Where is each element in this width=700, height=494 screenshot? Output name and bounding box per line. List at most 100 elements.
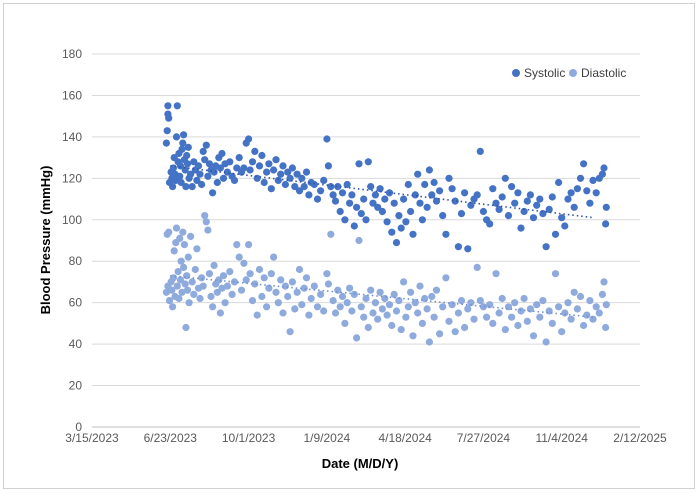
data-point-systolic [348,191,356,199]
data-point-diastolic [523,317,531,325]
data-point-diastolic [169,303,177,311]
y-tick-label: 160 [62,88,82,102]
data-point-diastolic [204,226,212,234]
data-point-systolic [162,139,170,147]
data-point-systolic [457,210,466,218]
data-point-diastolic [183,286,192,294]
data-point-diastolic [467,299,475,307]
data-point-systolic [336,207,344,216]
data-point-diastolic [423,305,431,313]
data-point-systolic [439,212,447,220]
data-point-diastolic [223,282,231,290]
data-point-diastolic [371,299,379,307]
data-point-diastolic [320,307,328,315]
data-point-diastolic [293,288,301,296]
data-point-systolic [551,230,560,238]
data-point-diastolic [395,297,403,305]
data-point-systolic [529,214,538,222]
data-point-systolic [404,180,412,189]
data-point-systolic [310,180,318,189]
legend-marker-diastolic [569,69,577,77]
data-point-systolic [279,162,287,170]
data-point-diastolic [492,270,500,278]
data-point-systolic [343,180,351,189]
series-diastolic-points [162,212,610,346]
data-point-systolic [233,164,241,172]
data-point-systolic [448,185,456,193]
data-point-systolic [320,176,328,184]
data-point-systolic [504,212,513,220]
data-point-diastolic [245,241,253,249]
data-point-diastolic [329,297,337,305]
trendlines [170,165,594,318]
y-tick-label: 120 [62,171,82,185]
data-point-diastolic [407,288,415,296]
data-point-diastolic [286,328,294,336]
data-point-diastolic [193,245,201,253]
data-point-systolic [479,207,487,216]
data-point-diastolic [248,297,257,305]
data-point-systolic [169,183,177,191]
data-point-systolic [219,174,228,182]
data-point-systolic [164,102,172,110]
data-point-systolic [198,180,206,189]
data-point-systolic [341,216,349,224]
data-point-diastolic [486,301,494,309]
data-point-diastolic [288,278,296,286]
data-point-systolic [274,176,282,184]
x-tick-label: 4/18/2024 [378,431,432,445]
data-point-systolic [179,139,187,147]
data-point-diastolic [448,301,456,309]
data-point-systolic [213,178,221,187]
data-point-systolic [281,180,289,189]
data-point-diastolic [583,311,591,319]
data-point-diastolic [364,323,372,332]
data-point-systolic [355,160,363,168]
data-point-diastolic [300,284,308,292]
data-point-diastolic [390,290,398,298]
trendline-systolic [170,165,594,219]
data-point-systolic [464,245,472,253]
data-point-diastolic [586,297,594,305]
data-point-diastolic [185,299,193,307]
data-point-systolic [226,158,234,166]
data-point-systolic [313,195,322,203]
data-point-diastolic [430,313,438,321]
data-point-diastolic [602,323,610,332]
data-point-systolic [445,174,453,182]
data-point-systolic [180,131,188,139]
data-point-diastolic [529,332,538,340]
data-point-diastolic [432,286,441,294]
data-point-diastolic [228,290,236,298]
data-point-diastolic [331,309,340,317]
data-point-systolic [533,201,541,209]
data-point-systolic [395,212,403,220]
data-point-diastolic [270,253,278,261]
data-point-systolic [165,114,173,122]
data-point-diastolic [558,328,566,336]
data-point-diastolic [400,278,408,286]
data-point-diastolic [258,292,266,301]
data-point-diastolic [341,319,349,327]
data-point-systolic [467,201,475,209]
data-point-diastolic [213,288,221,296]
data-point-diastolic [473,263,481,271]
data-point-diastolic [202,218,210,226]
data-point-diastolic [442,274,450,282]
data-point-diastolic [378,305,386,313]
x-axis-ticks: 3/15/2023 6/23/2023 10/1/2023 1/9/2024 4/18/… [65,431,667,445]
data-point-diastolic [404,303,412,311]
data-point-systolic [583,187,591,195]
data-point-systolic [230,176,239,184]
data-point-systolic [260,178,268,187]
data-point-systolic [182,183,190,191]
data-point-systolic [526,191,535,199]
data-point-diastolic [162,288,170,296]
data-point-systolic [305,191,313,199]
legend-label-diastolic: Diastolic [581,66,626,80]
data-point-systolic [210,168,218,176]
data-point-systolic [451,197,459,205]
legend-marker-systolic [512,69,520,77]
data-point-systolic [508,183,516,191]
data-point-diastolic [307,294,315,303]
